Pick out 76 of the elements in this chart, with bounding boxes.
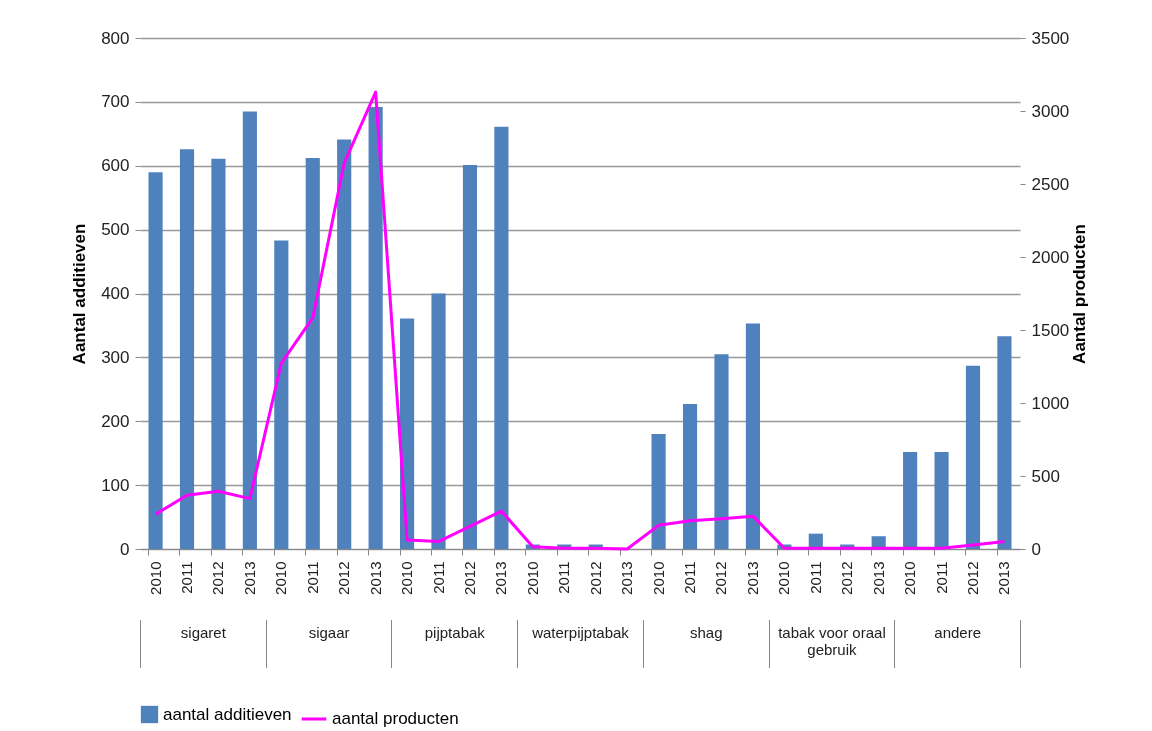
x-tick-label: 2010: [398, 561, 416, 595]
x-tick-label: 2012: [838, 561, 856, 595]
y-tick-label: 700: [101, 92, 130, 112]
bar: [274, 240, 289, 549]
x-tick-label: 2011: [303, 561, 321, 594]
bar: [965, 365, 981, 549]
text: shag: [643, 620, 770, 668]
x-tick-label: 2010: [146, 561, 164, 595]
x-tick-label: 2013: [492, 561, 510, 595]
legend-label: aantal additieven: [163, 704, 292, 724]
x-tick-label: 2010: [901, 561, 919, 595]
bar: [494, 126, 509, 549]
bar: [997, 336, 1012, 549]
bar: [651, 434, 666, 549]
x-tick-label: 2011: [806, 561, 824, 594]
y-axis-title: Aantal additieven: [70, 223, 90, 365]
y2-tick-label: 3000: [1031, 101, 1070, 121]
x-tick-label: 2011: [429, 561, 447, 594]
text: andere: [895, 620, 1022, 668]
bar: [368, 106, 383, 549]
bar: [211, 158, 226, 549]
x-tick-label: 2013: [618, 561, 636, 595]
y2-tick-label: 3500: [1031, 28, 1070, 48]
y2-tick-label: 1000: [1031, 393, 1070, 413]
x-tick-label: 2012: [335, 561, 353, 595]
y2-tick-label: 1500: [1031, 320, 1070, 340]
bar: [305, 158, 320, 549]
y2-tick-label: 2000: [1031, 247, 1070, 267]
bar: [337, 139, 352, 549]
x-tick-label: 2010: [523, 561, 541, 595]
y2-axis-title: Aantal producten: [1070, 224, 1090, 364]
bar: [242, 111, 257, 549]
y2-tick-label: 500: [1031, 466, 1060, 486]
x-tick-label: 2011: [555, 561, 573, 594]
x-tick-label: 2011: [178, 561, 195, 594]
y-tick-label: 600: [101, 156, 130, 176]
y-tick-label: 300: [101, 347, 130, 367]
x-tick-label: 2012: [209, 561, 227, 595]
x-tick-label: 2011: [932, 561, 950, 594]
bar: [148, 172, 163, 549]
x-tick-label: 2012: [586, 561, 604, 595]
text: sigaret: [141, 620, 267, 668]
x-tick-label: 2010: [649, 561, 667, 595]
bar: [745, 323, 760, 549]
x-tick-label: 2010: [775, 561, 793, 595]
x-tick-label: 2012: [964, 561, 981, 595]
x-tick-label: 2013: [995, 561, 1013, 595]
x-tick-label: 2013: [366, 561, 384, 595]
y-tick-label: 0: [120, 539, 130, 559]
y-tick-label: 500: [101, 220, 130, 240]
y2-tick-label: 2500: [1031, 174, 1070, 194]
text: sigaar: [266, 620, 393, 668]
text: pijptabak: [392, 620, 519, 668]
bar: [903, 451, 918, 549]
bar: [682, 404, 698, 549]
x-tick-label: 2013: [743, 561, 761, 595]
y-tick-label: 100: [101, 475, 130, 495]
bar: [462, 165, 478, 549]
bar: [934, 451, 949, 549]
line-series: [154, 90, 1006, 551]
y-tick-label: 400: [101, 284, 130, 303]
y2-tick-label: 0: [1031, 539, 1041, 559]
y-tick-label: 800: [101, 28, 130, 48]
x-tick-label: 2012: [460, 561, 478, 595]
bar: [179, 149, 195, 549]
legend-label: aantal producten: [332, 709, 459, 728]
x-tick-label: 2012: [712, 561, 730, 595]
x-tick-label: 2011: [681, 561, 699, 594]
x-tick-label: 2013: [240, 561, 258, 595]
bar: [431, 293, 446, 549]
y-tick-label: 200: [101, 411, 130, 431]
x-tick-label: 2010: [272, 561, 290, 595]
text: tabak voor oraal gebruik: [769, 620, 896, 668]
text: waterpijptabak: [518, 620, 644, 668]
x-tick-label: 2013: [869, 561, 887, 595]
bar: [714, 354, 729, 549]
